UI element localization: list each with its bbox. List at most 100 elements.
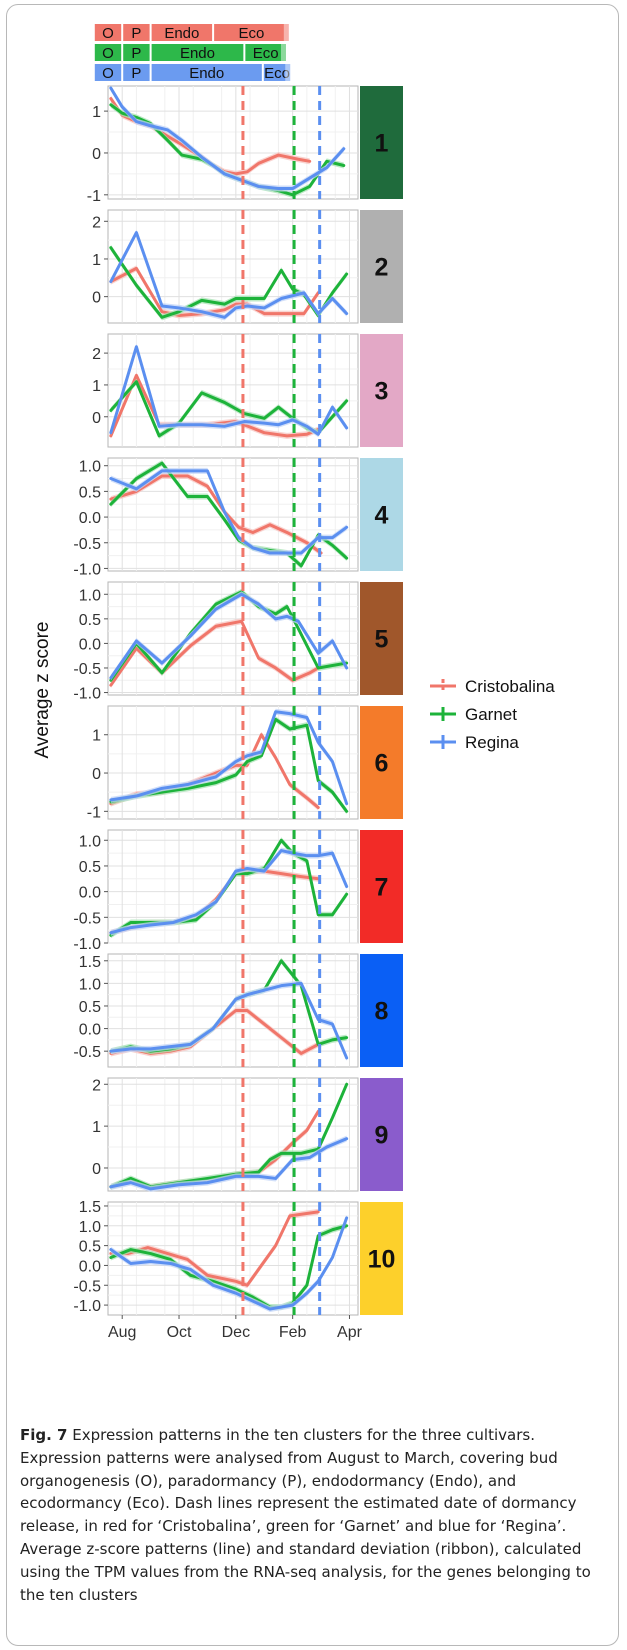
y-tick-label: 0.0 <box>79 510 101 527</box>
x-tick-label: Aug <box>108 1324 136 1341</box>
y-tick-label: -1 <box>87 804 101 821</box>
cluster-strip <box>360 954 403 1067</box>
y-tick-label: -1.0 <box>73 1298 101 1315</box>
y-tick-label: -1 <box>87 188 101 205</box>
legend: Cristobalina Garnet Regina <box>430 677 555 752</box>
y-tick-label: 0 <box>92 290 101 307</box>
legend-label: Garnet <box>465 705 517 724</box>
phase-segment-label: O <box>102 25 114 42</box>
y-tick-label: -1.0 <box>73 936 101 953</box>
expression-line <box>109 717 349 813</box>
y-tick-label: 2 <box>92 346 101 363</box>
phase-segment-label: Eco <box>264 65 290 82</box>
y-tick-label: 0.0 <box>79 1258 101 1275</box>
expression-line <box>109 1137 349 1191</box>
x-tick-label: Apr <box>337 1324 363 1341</box>
expression-line <box>109 1224 349 1309</box>
cluster-label: 4 <box>375 502 389 530</box>
phase-segment <box>94 64 122 81</box>
phase-segment <box>151 24 213 41</box>
phase-segment-label: Endo <box>180 45 215 62</box>
series-regina <box>109 467 349 557</box>
cluster-panel-8: -0.5 0.0 0.5 1.0 1.5 8 <box>73 953 403 1068</box>
caption-label: Fig. 7 <box>20 1426 68 1444</box>
y-tick-label: -0.5 <box>73 536 101 553</box>
cluster-label: 8 <box>375 998 389 1026</box>
x-tick-label: Oct <box>167 1324 192 1341</box>
y-tick-label: 1.0 <box>79 976 101 993</box>
x-tick-label: Dec <box>222 1324 250 1341</box>
expression-line <box>109 849 349 935</box>
phase-segment-label: O <box>102 45 114 62</box>
figure-caption: Fig. 7 Expression patterns in the ten cl… <box>20 1424 610 1606</box>
cluster-strip <box>360 1078 403 1191</box>
y-tick-label: 1.0 <box>79 833 101 850</box>
cluster-label: 1 <box>375 130 389 158</box>
legend-item-garnet: Garnet <box>430 705 517 724</box>
phase-segment <box>214 24 289 41</box>
phase-segment <box>151 64 262 81</box>
series-regina <box>109 1135 349 1192</box>
expression-line <box>109 266 320 317</box>
y-tick-label: 1.5 <box>79 954 101 971</box>
figure-frame <box>6 4 619 1646</box>
phase-bar-cristobalina: O P Endo Eco <box>94 24 290 42</box>
y-tick-label: 1 <box>92 1119 101 1136</box>
series-cristobalina <box>109 472 323 557</box>
phase-segment <box>245 44 286 61</box>
expression-line <box>109 474 323 555</box>
cluster-panel-3: 0 1 2 3 <box>92 333 403 448</box>
y-tick-label: 1.0 <box>79 587 101 604</box>
cluster-strip <box>360 582 403 695</box>
phase-segment-label: P <box>131 65 141 82</box>
phase-bar-regina: O P Endo Eco <box>94 64 292 82</box>
cluster-panel-4: -1.0 -0.5 0.0 0.5 1.0 4 <box>73 457 403 578</box>
y-tick-label: 0 <box>92 1161 101 1178</box>
expression-line <box>109 592 349 680</box>
y-tick-label: 0.5 <box>79 999 101 1016</box>
cluster-strip <box>360 706 403 819</box>
phase-segment <box>151 44 244 61</box>
series-regina <box>109 591 349 681</box>
legend-item-regina: Regina <box>430 733 519 752</box>
cluster-label: 6 <box>375 750 389 778</box>
expression-line <box>109 710 349 806</box>
cluster-panel-2: 0 1 2 2 <box>92 209 403 324</box>
phase-segment <box>94 24 122 41</box>
series-garnet <box>109 1222 349 1311</box>
legend-label: Cristobalina <box>465 677 555 696</box>
y-tick-label: 1 <box>92 104 101 121</box>
phase-bar-fade <box>283 24 290 41</box>
y-tick-label: -1.0 <box>73 686 101 703</box>
y-tick-label: 0.0 <box>79 885 101 902</box>
cluster-panel-7: -1.0 -0.5 0.0 0.5 1.0 7 <box>73 829 403 953</box>
y-tick-label: 0.0 <box>79 1022 101 1039</box>
panel-background <box>107 85 359 200</box>
y-tick-label: 0.0 <box>79 636 101 653</box>
y-tick-label: 1.5 <box>79 1199 101 1216</box>
caption-text: Expression patterns in the ten clusters … <box>20 1426 591 1604</box>
y-tick-label: 2 <box>92 214 101 231</box>
series-cristobalina <box>109 265 320 319</box>
sd-ribbon <box>110 372 319 439</box>
series-cristobalina <box>109 1208 320 1289</box>
phase-segment <box>123 24 150 41</box>
y-tick-label: 2 <box>92 1077 101 1094</box>
cluster-label: 10 <box>368 1246 396 1274</box>
expression-line <box>109 1210 320 1287</box>
cluster-panel-9: 0 1 2 9 <box>92 1077 403 1192</box>
cluster-panel-10: -1.0 -0.5 0.0 0.5 1.0 1.5 10 <box>73 1199 403 1316</box>
y-axis-label: Average z score <box>32 622 53 759</box>
cluster-strip <box>360 86 403 199</box>
legend-item-cristobalina: Cristobalina <box>430 677 555 696</box>
series-regina <box>109 343 349 438</box>
y-tick-label: -0.5 <box>73 910 101 927</box>
cluster-label: 5 <box>375 626 389 654</box>
legend-label: Regina <box>465 733 519 752</box>
phase-segment-label: Eco <box>239 25 265 42</box>
expression-line <box>109 469 349 555</box>
y-tick-label: 0 <box>92 146 101 163</box>
series-regina <box>109 85 346 192</box>
cluster-label: 2 <box>375 254 389 282</box>
